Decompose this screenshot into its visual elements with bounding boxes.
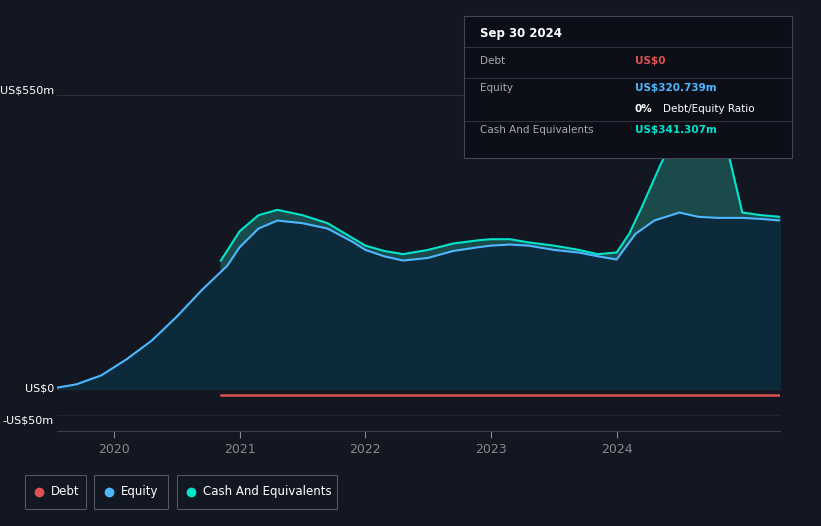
- Text: Equity: Equity: [480, 83, 513, 93]
- Text: US$0: US$0: [25, 383, 54, 393]
- Text: Sep 30 2024: Sep 30 2024: [480, 27, 562, 40]
- Text: US$320.739m: US$320.739m: [635, 83, 716, 93]
- Text: Cash And Equivalents: Cash And Equivalents: [480, 125, 594, 135]
- Text: Debt/Equity Ratio: Debt/Equity Ratio: [663, 104, 754, 114]
- Text: -US$50m: -US$50m: [2, 416, 54, 426]
- Text: Debt: Debt: [51, 485, 80, 498]
- Text: US$0: US$0: [635, 56, 665, 66]
- Text: US$550m: US$550m: [0, 85, 54, 95]
- Text: Equity: Equity: [121, 485, 158, 498]
- Text: Debt: Debt: [480, 56, 506, 66]
- Text: US$341.307m: US$341.307m: [635, 125, 717, 135]
- Text: Cash And Equivalents: Cash And Equivalents: [203, 485, 332, 498]
- Text: 0%: 0%: [635, 104, 653, 114]
